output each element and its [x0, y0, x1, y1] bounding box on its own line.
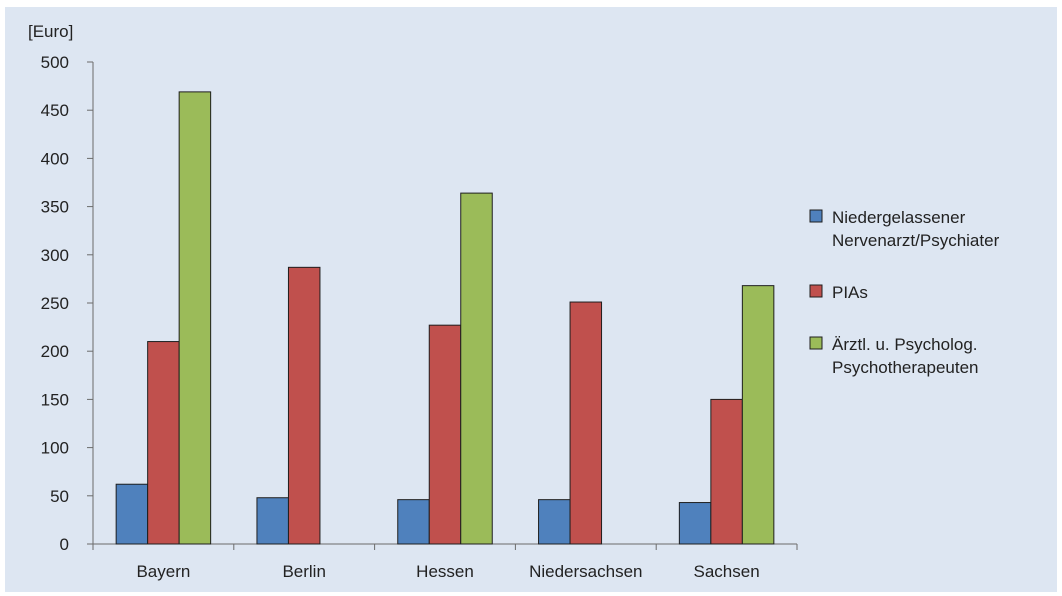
bars	[115, 91, 775, 545]
bar-chart: [Euro] 0 50 100 150 200 250 300 350 400 450 500 Ba…	[28, 22, 1000, 581]
y-tick-label: 200	[41, 342, 69, 361]
bar	[428, 324, 462, 545]
bar	[741, 285, 775, 545]
legend-swatch	[809, 336, 823, 350]
chart-frame: [Euro] 0 50 100 150 200 250 300 350 400 450 500 Ba…	[5, 7, 1057, 592]
bar	[115, 483, 149, 545]
bar	[538, 499, 571, 545]
bar	[147, 341, 180, 545]
legend-swatch	[809, 284, 823, 298]
bar	[287, 266, 321, 545]
legend-label: Psychotherapeuten	[832, 358, 979, 377]
bar	[178, 91, 212, 545]
bar	[397, 499, 430, 545]
legend-swatch	[809, 209, 823, 223]
y-tick-label: 450	[41, 101, 69, 120]
legend-label: PIAs	[832, 283, 868, 302]
y-tick-label: 150	[41, 390, 69, 409]
x-tick-label: Hessen	[416, 562, 474, 581]
x-axis: Bayern Berlin Hessen Niedersachsen Sachsen	[92, 543, 798, 581]
bar	[569, 301, 603, 545]
x-tick-label: Berlin	[282, 562, 325, 581]
x-tick-label: Bayern	[136, 562, 190, 581]
y-tick-label: 400	[41, 149, 69, 168]
y-tick-label: 300	[41, 246, 69, 265]
bar	[678, 502, 712, 545]
legend-label: Ärztl. u. Psycholog.	[832, 335, 978, 354]
y-axis: 0 50 100 150 200 250 300 350 400 450 500	[41, 53, 94, 554]
x-tick-label: Niedersachsen	[529, 562, 642, 581]
y-tick-label: 0	[60, 535, 69, 554]
bar	[256, 497, 289, 545]
x-tick-label: Sachsen	[694, 562, 760, 581]
legend: Niedergelassener Nervenarzt/Psychiater PIA…	[809, 208, 1000, 377]
legend-label: Niedergelassener	[832, 208, 966, 227]
y-tick-label: 100	[41, 439, 69, 458]
y-tick-label: 50	[50, 487, 69, 506]
y-unit-label: [Euro]	[28, 22, 73, 41]
y-tick-label: 500	[41, 53, 69, 72]
bar	[710, 398, 743, 545]
y-tick-label: 350	[41, 198, 69, 217]
legend-label: Nervenarzt/Psychiater	[832, 231, 1000, 250]
bar	[460, 192, 493, 545]
y-tick-label: 250	[41, 294, 69, 313]
